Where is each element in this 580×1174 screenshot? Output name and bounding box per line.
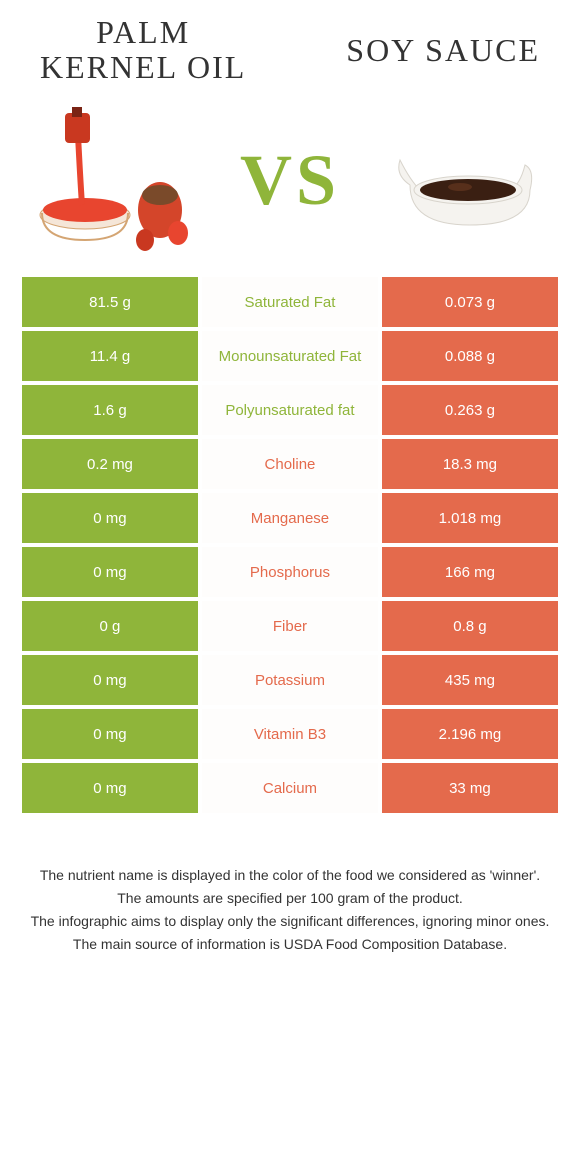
- nutrient-label: Phosphorus: [200, 545, 380, 599]
- comparison-table: 81.5 gSaturated Fat0.073 g11.4 gMonounsa…: [20, 275, 560, 815]
- table-row: 0 gFiber0.8 g: [20, 599, 560, 653]
- left-value: 81.5 g: [20, 275, 200, 329]
- footnote-line: The infographic aims to display only the…: [30, 911, 550, 932]
- nutrient-label: Monounsaturated Fat: [200, 329, 380, 383]
- left-food-title-line2: KERNEL OIL: [40, 49, 246, 85]
- right-value: 1.018 mg: [380, 491, 560, 545]
- header: PALM KERNEL OIL SOY SAUCE: [20, 15, 560, 95]
- footnotes: The nutrient name is displayed in the co…: [20, 815, 560, 955]
- table-row: 1.6 gPolyunsaturated fat0.263 g: [20, 383, 560, 437]
- right-value: 0.8 g: [380, 599, 560, 653]
- left-value: 1.6 g: [20, 383, 200, 437]
- nutrient-label: Polyunsaturated fat: [200, 383, 380, 437]
- table-row: 0 mgManganese1.018 mg: [20, 491, 560, 545]
- right-food-title: SOY SAUCE: [346, 33, 540, 68]
- left-food-image: [30, 105, 200, 255]
- footnote-line: The nutrient name is displayed in the co…: [30, 865, 550, 886]
- left-value: 11.4 g: [20, 329, 200, 383]
- images-row: VS: [20, 95, 560, 275]
- nutrient-label: Vitamin B3: [200, 707, 380, 761]
- right-value: 0.088 g: [380, 329, 560, 383]
- table-row: 11.4 gMonounsaturated Fat0.088 g: [20, 329, 560, 383]
- vs-label: VS: [240, 139, 340, 222]
- nutrient-label: Saturated Fat: [200, 275, 380, 329]
- left-food-title: PALM KERNEL OIL: [40, 15, 246, 85]
- right-food-image: [380, 105, 550, 255]
- left-food-title-line1: PALM: [96, 14, 190, 50]
- right-value: 0.263 g: [380, 383, 560, 437]
- nutrient-label: Potassium: [200, 653, 380, 707]
- left-value: 0 mg: [20, 545, 200, 599]
- nutrient-label: Calcium: [200, 761, 380, 815]
- left-value: 0 mg: [20, 761, 200, 815]
- right-value: 0.073 g: [380, 275, 560, 329]
- table-row: 0 mgPhosphorus166 mg: [20, 545, 560, 599]
- right-value: 18.3 mg: [380, 437, 560, 491]
- nutrient-label: Manganese: [200, 491, 380, 545]
- left-value: 0 mg: [20, 653, 200, 707]
- right-value: 2.196 mg: [380, 707, 560, 761]
- table-row: 0 mgVitamin B32.196 mg: [20, 707, 560, 761]
- footnote-line: The amounts are specified per 100 gram o…: [30, 888, 550, 909]
- footnote-line: The main source of information is USDA F…: [30, 934, 550, 955]
- table-row: 0 mgCalcium33 mg: [20, 761, 560, 815]
- left-value: 0.2 mg: [20, 437, 200, 491]
- table-row: 81.5 gSaturated Fat0.073 g: [20, 275, 560, 329]
- left-value: 0 mg: [20, 707, 200, 761]
- right-value: 435 mg: [380, 653, 560, 707]
- nutrient-label: Fiber: [200, 599, 380, 653]
- right-value: 33 mg: [380, 761, 560, 815]
- left-value: 0 mg: [20, 491, 200, 545]
- left-value: 0 g: [20, 599, 200, 653]
- table-row: 0 mgPotassium435 mg: [20, 653, 560, 707]
- table-row: 0.2 mgCholine18.3 mg: [20, 437, 560, 491]
- nutrient-label: Choline: [200, 437, 380, 491]
- right-value: 166 mg: [380, 545, 560, 599]
